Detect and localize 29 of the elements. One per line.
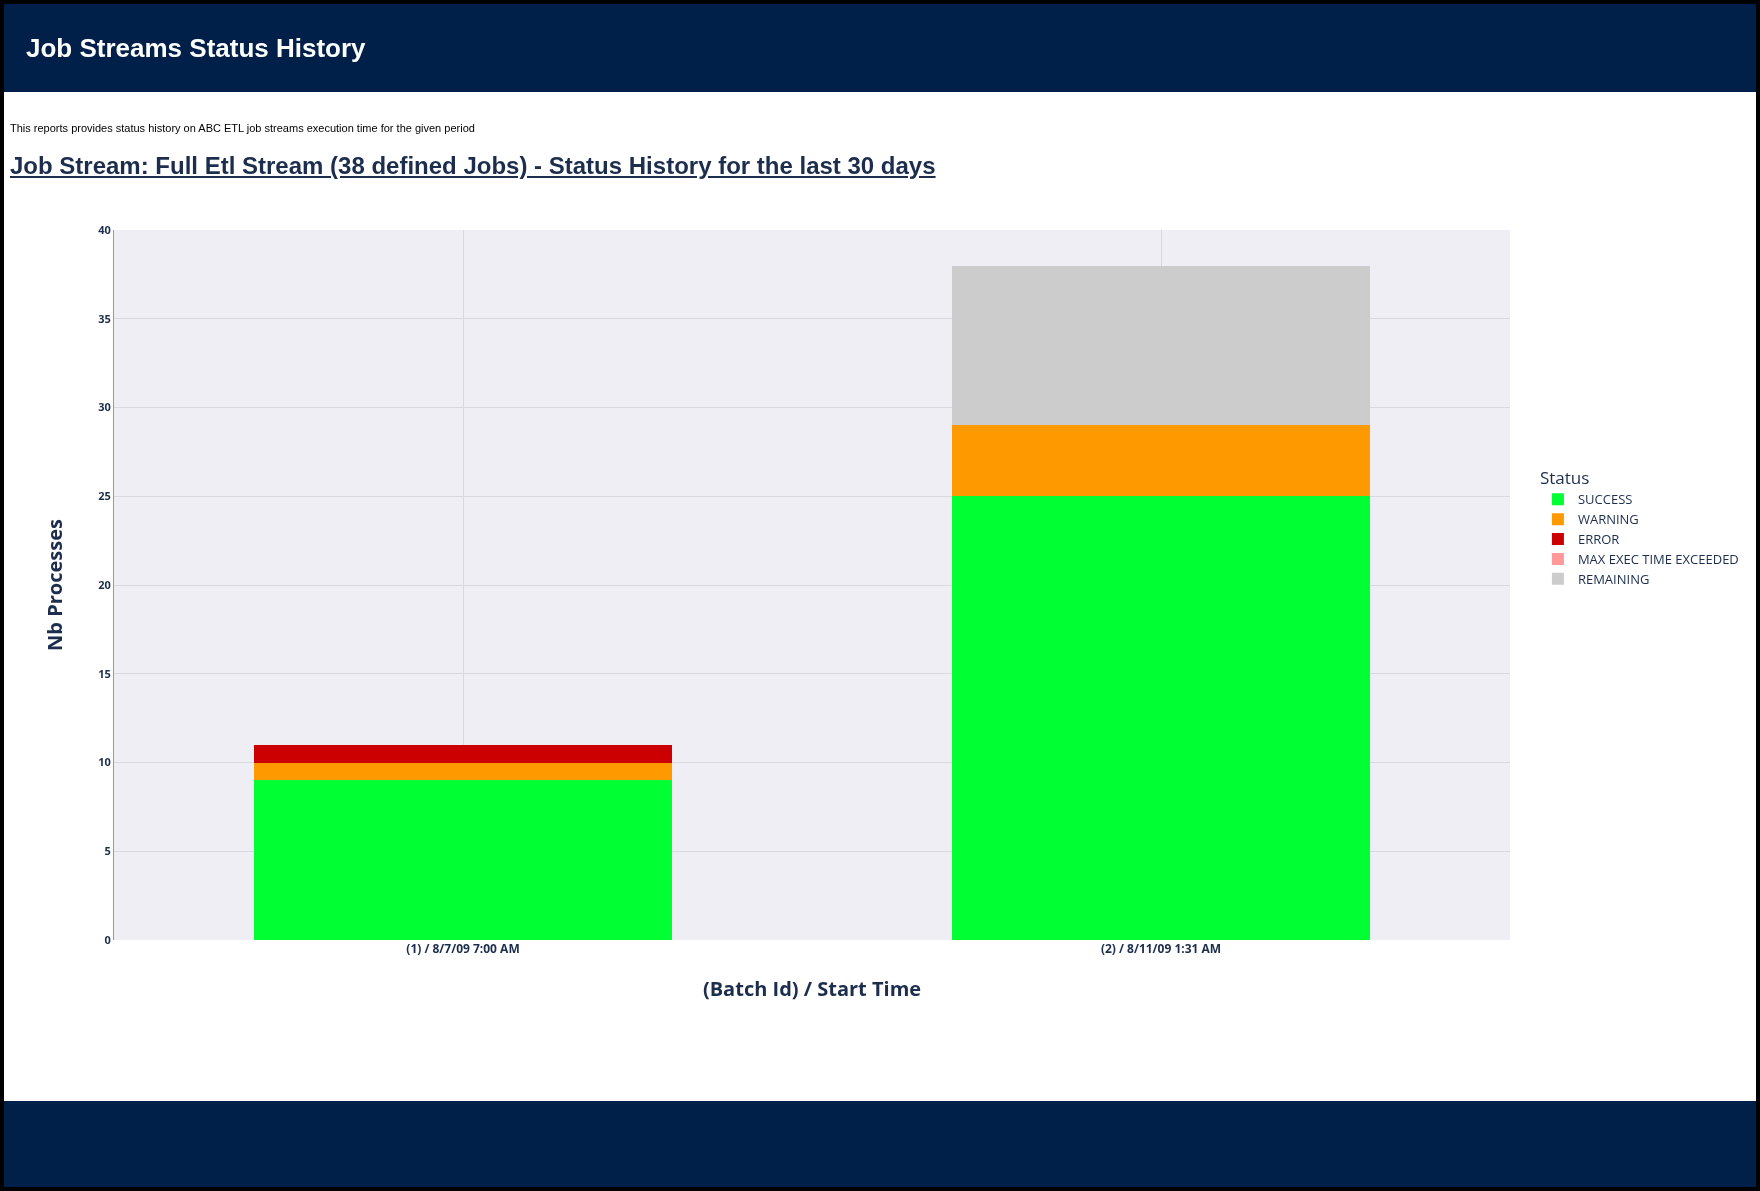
x-tick-label: (2) / 8/11/09 1:31 AM xyxy=(1100,940,1222,957)
legend-label: WARNING xyxy=(1577,510,1639,529)
y-tick-label: 0 xyxy=(104,931,111,947)
y-tick-label: 15 xyxy=(98,665,111,681)
x-tick-label: (1) / 8/7/09 7:00 AM xyxy=(406,940,520,957)
legend-label: MAX EXEC TIME EXCEEDED xyxy=(1577,550,1739,569)
y-tick-label: 35 xyxy=(98,310,111,326)
text: Job Stream: Full Etl Stream (38 defined Jobs) - Status History for the last 30 days xyxy=(10,152,937,180)
bar xyxy=(253,744,673,763)
legend-label: SUCCESS xyxy=(1577,490,1633,509)
y-tick-label: 10 xyxy=(98,754,111,770)
y-tick-label: 40 xyxy=(98,221,111,237)
legend-title: Status xyxy=(1539,466,1590,490)
bar xyxy=(951,265,1371,426)
bar xyxy=(951,425,1371,497)
y-tick-label: 25 xyxy=(98,488,111,504)
y-tick-label: 20 xyxy=(98,576,111,592)
chart-title: Job Streams Status History xyxy=(26,32,366,64)
y-axis-title: Nb Processes xyxy=(40,519,68,651)
y-tick-label: 30 xyxy=(98,399,111,415)
x-axis-title: (Batch Id) / Start Time xyxy=(702,974,922,1002)
header-panel: Job Streams Status History xyxy=(4,4,1756,92)
bar xyxy=(253,762,673,781)
bar xyxy=(951,496,1371,940)
legend-label: ERROR xyxy=(1577,530,1620,549)
chart-subtitle: This reports provides status history on ABC ETL job streams execution time for the given period xyxy=(10,122,476,134)
bar xyxy=(253,780,673,940)
legend-label: REMAINING xyxy=(1577,569,1650,588)
y-tick-label: 5 xyxy=(104,843,111,859)
